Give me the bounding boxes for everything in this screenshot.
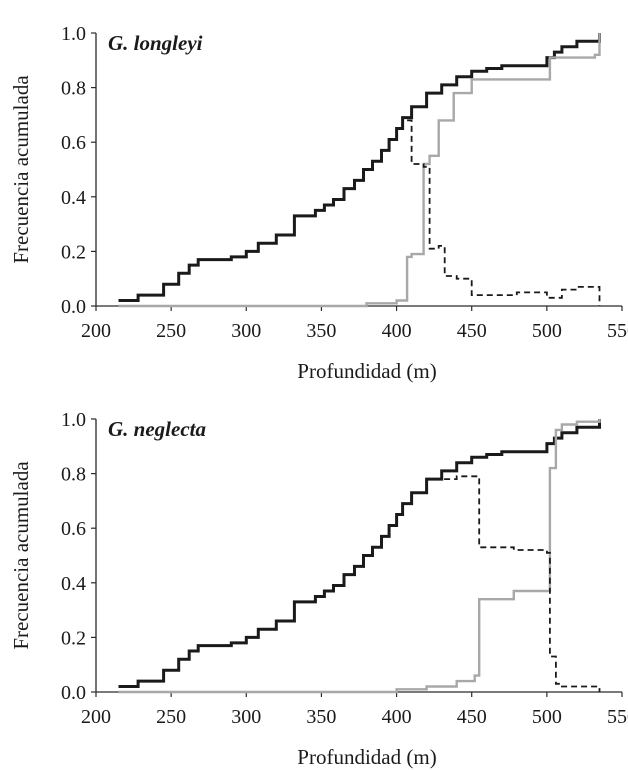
x-tick-label: 250 [156, 320, 186, 342]
y-tick-label: 0.4 [61, 573, 86, 595]
series-line-1 [118, 419, 601, 688]
panel-title: G. neglecta [108, 417, 206, 441]
chart-panel-2: 0.0 0.2 0.4 0.6 0.8 1.0 200 250 300 350 400 450 500 5… [9, 409, 628, 769]
y-tick-label: 0.0 [61, 296, 86, 318]
y-axis-title: Frecuencia acumulada [9, 75, 33, 264]
y-tick-label: 0.6 [61, 518, 86, 540]
x-tick-label: 200 [81, 320, 111, 342]
x-tick-label: 400 [382, 320, 412, 342]
x-tick-label: 450 [457, 706, 487, 728]
y-tick-label: 0.8 [61, 464, 86, 486]
x-axis-title: Profundidad (m) [297, 745, 436, 769]
x-tick-label: 300 [231, 706, 261, 728]
x-axis-title: Profundidad (m) [297, 359, 436, 383]
y-tick-label: 0.6 [61, 132, 86, 154]
series-line-3 [407, 119, 601, 306]
x-tick-label: 250 [156, 706, 186, 728]
x-tick-label: 550 [607, 320, 628, 342]
y-tick-label: 0.2 [61, 241, 86, 263]
panel-title: G. longleyi [108, 31, 203, 55]
x-tick-label: 350 [306, 320, 336, 342]
chart-panel-1: 0.0 0.2 0.4 0.6 0.8 1.0 200 250 300 350 400 450 500 5… [9, 23, 628, 383]
x-tick-label: 500 [532, 320, 562, 342]
series-line-2 [118, 419, 601, 694]
series-line-2 [118, 33, 601, 308]
series-line-3 [434, 475, 601, 692]
x-tick-label: 550 [607, 706, 628, 728]
y-axis-title: Frecuencia acumulada [9, 461, 33, 650]
x-tick-label: 300 [231, 320, 261, 342]
y-tick-label: 1.0 [61, 409, 86, 431]
x-tick-label: 500 [532, 706, 562, 728]
series-line-1 [118, 33, 601, 302]
x-tick-label: 450 [457, 320, 487, 342]
y-tick-label: 0.8 [61, 78, 86, 100]
y-tick-label: 0.0 [61, 682, 86, 704]
x-tick-label: 350 [306, 706, 336, 728]
y-tick-label: 1.0 [61, 23, 86, 45]
x-tick-label: 200 [81, 706, 111, 728]
x-tick-label: 400 [382, 706, 412, 728]
y-tick-label: 0.2 [61, 627, 86, 649]
y-tick-label: 0.4 [61, 187, 86, 209]
